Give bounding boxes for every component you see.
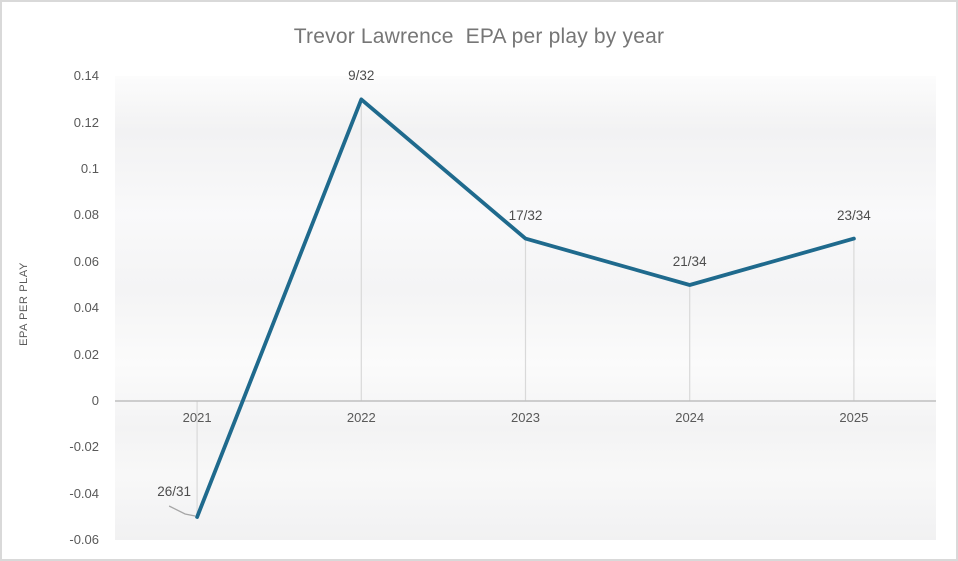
y-tick-label: 0.08 <box>73 207 99 223</box>
x-tick-label: 2022 <box>346 410 376 425</box>
y-tick-label: 0.14 <box>73 68 99 84</box>
y-tick-label: 0 <box>91 393 99 408</box>
y-tick-label: 0.02 <box>73 346 99 362</box>
x-tick-label: 2024 <box>675 410 705 425</box>
data-point-label: 23/34 <box>836 207 871 223</box>
x-tick-label: 2025 <box>839 410 869 425</box>
y-tick-label: -0.04 <box>69 485 99 501</box>
x-tick-label: 2023 <box>511 410 540 425</box>
chart-title: Trevor Lawrence EPA per play by year <box>293 25 665 48</box>
data-point-label: 26/31 <box>157 484 191 499</box>
y-tick-label: -0.02 <box>69 439 99 455</box>
x-tick-label: 2021 <box>182 410 212 425</box>
y-tick-label: -0.06 <box>69 532 99 548</box>
label-leader-line <box>168 505 196 517</box>
data-point-label: 21/34 <box>672 254 707 269</box>
data-point-label: 9/32 <box>348 68 375 84</box>
data-point-label: 17/32 <box>508 207 543 223</box>
y-tick-label: 0.12 <box>73 114 99 130</box>
y-tick-label: 0.06 <box>73 253 99 269</box>
y-tick-label: 0.1 <box>80 161 99 176</box>
y-tick-label: 0.04 <box>73 300 99 316</box>
epa-line <box>195 97 856 519</box>
